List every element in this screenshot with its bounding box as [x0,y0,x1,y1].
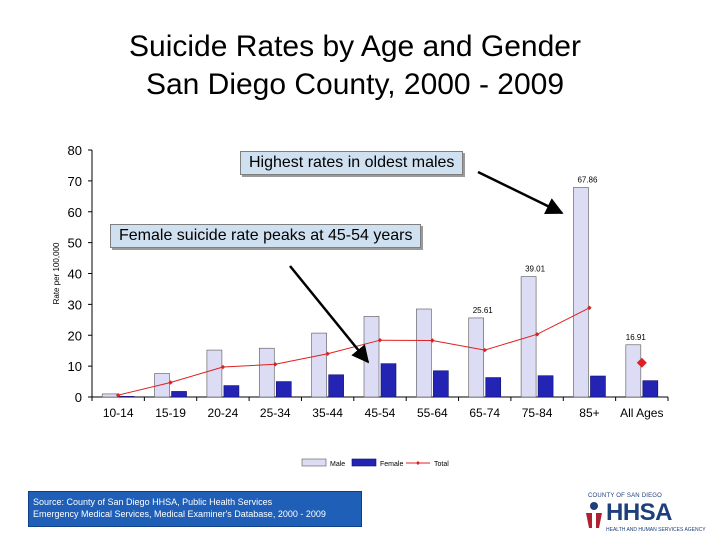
data-label: 39.01 [525,265,546,274]
legend-label-female: Female [380,461,403,468]
point-total [325,351,330,356]
x-tick-label: 25-34 [260,406,291,420]
bar-female [171,391,187,398]
logo-hhsa-text: HHSA [606,499,673,526]
point-total [636,357,647,368]
x-tick-label: 15-19 [155,406,186,420]
y-tick-label: 50 [68,236,82,251]
callout-oldest-males: Highest rates in oldest males [240,151,464,175]
source-line2: Emergency Medical Services, Medical Exam… [33,509,326,519]
legend-label-total: Total [434,461,449,468]
y-tick-label: 70 [68,174,82,189]
bar-male [154,373,170,398]
y-axis-label: Rate per 100,000 [52,242,61,304]
hhsa-logo: COUNTY OF SAN DIEGO HHSA HEALTH AND HUMA… [580,493,708,535]
bar-male [363,316,380,398]
x-tick-label: 65-74 [469,406,500,420]
bar-male [625,344,642,398]
bar-female [118,396,135,398]
logo-figure-icon [586,502,602,528]
bar-female [642,380,659,398]
bar-female [380,363,397,398]
y-tick-label: 40 [68,267,82,282]
point-total [430,338,435,343]
bar-male [258,347,275,398]
chart-title-line1: Suicide Rates by Age and Gender [129,30,581,63]
data-label: 16.91 [626,333,647,342]
bar-female [328,374,344,398]
line-total [118,307,590,396]
point-total [587,305,592,310]
arrow-to-85plus [477,170,564,215]
y-tick-label: 30 [68,297,82,312]
bar-female [485,377,502,398]
point-total [273,362,278,367]
point-total [482,347,487,353]
data-label: 25.61 [473,306,494,315]
y-tick-label: 10 [68,359,82,374]
x-tick-label: 20-24 [208,406,239,420]
bar-male [206,349,223,398]
bar-male [468,317,485,398]
bar-female [223,385,240,398]
y-tick-label: 60 [68,205,82,220]
y-tick-label: 80 [68,143,82,158]
bar-female [433,370,449,398]
x-tick-label: 10-14 [103,406,134,420]
bar-male [311,332,327,398]
logo-county-text: COUNTY OF SAN DIEGO [588,493,663,499]
point-total [115,392,121,398]
x-tick-label: All Ages [620,406,663,420]
x-tick-label: 35-44 [312,406,343,420]
bar-male [101,393,118,398]
legend-marker-total [416,461,420,465]
source-line1: Source: County of San Diego HHSA, Public… [33,497,273,507]
bar-female [537,375,554,398]
legend-swatch-male [301,458,327,467]
point-total [220,364,226,370]
x-tick-label: 55-64 [417,406,448,420]
data-label: 67.86 [577,175,598,184]
bar-male [416,308,432,398]
point-total [377,337,383,343]
x-tick-label: 85+ [579,406,599,420]
bar-female [590,375,606,398]
y-tick-label: 20 [68,328,82,343]
point-total [168,380,173,385]
source-box: Source: County of San Diego HHSA, Public… [28,491,362,527]
logo-agency-text: HEALTH AND HUMAN SERVICES AGENCY [606,527,706,533]
y-tick-label: 0 [75,390,82,405]
x-tick-label: 45-54 [365,406,396,420]
x-tick-label: 75-84 [522,406,553,420]
bar-female [275,381,292,398]
callout-female-peak: Female suicide rate peaks at 45-54 years [110,224,422,248]
chart-title-line2: San Diego County, 2000 - 2009 [145,68,565,101]
point-total [534,332,540,337]
bar-male [573,187,589,398]
legend-swatch-female [351,458,377,467]
chart-title: Suicide Rates by Age and Gender San Dieg… [0,28,710,104]
arrow-to-45-54 [289,265,370,364]
legend-label-male: Male [330,461,345,468]
